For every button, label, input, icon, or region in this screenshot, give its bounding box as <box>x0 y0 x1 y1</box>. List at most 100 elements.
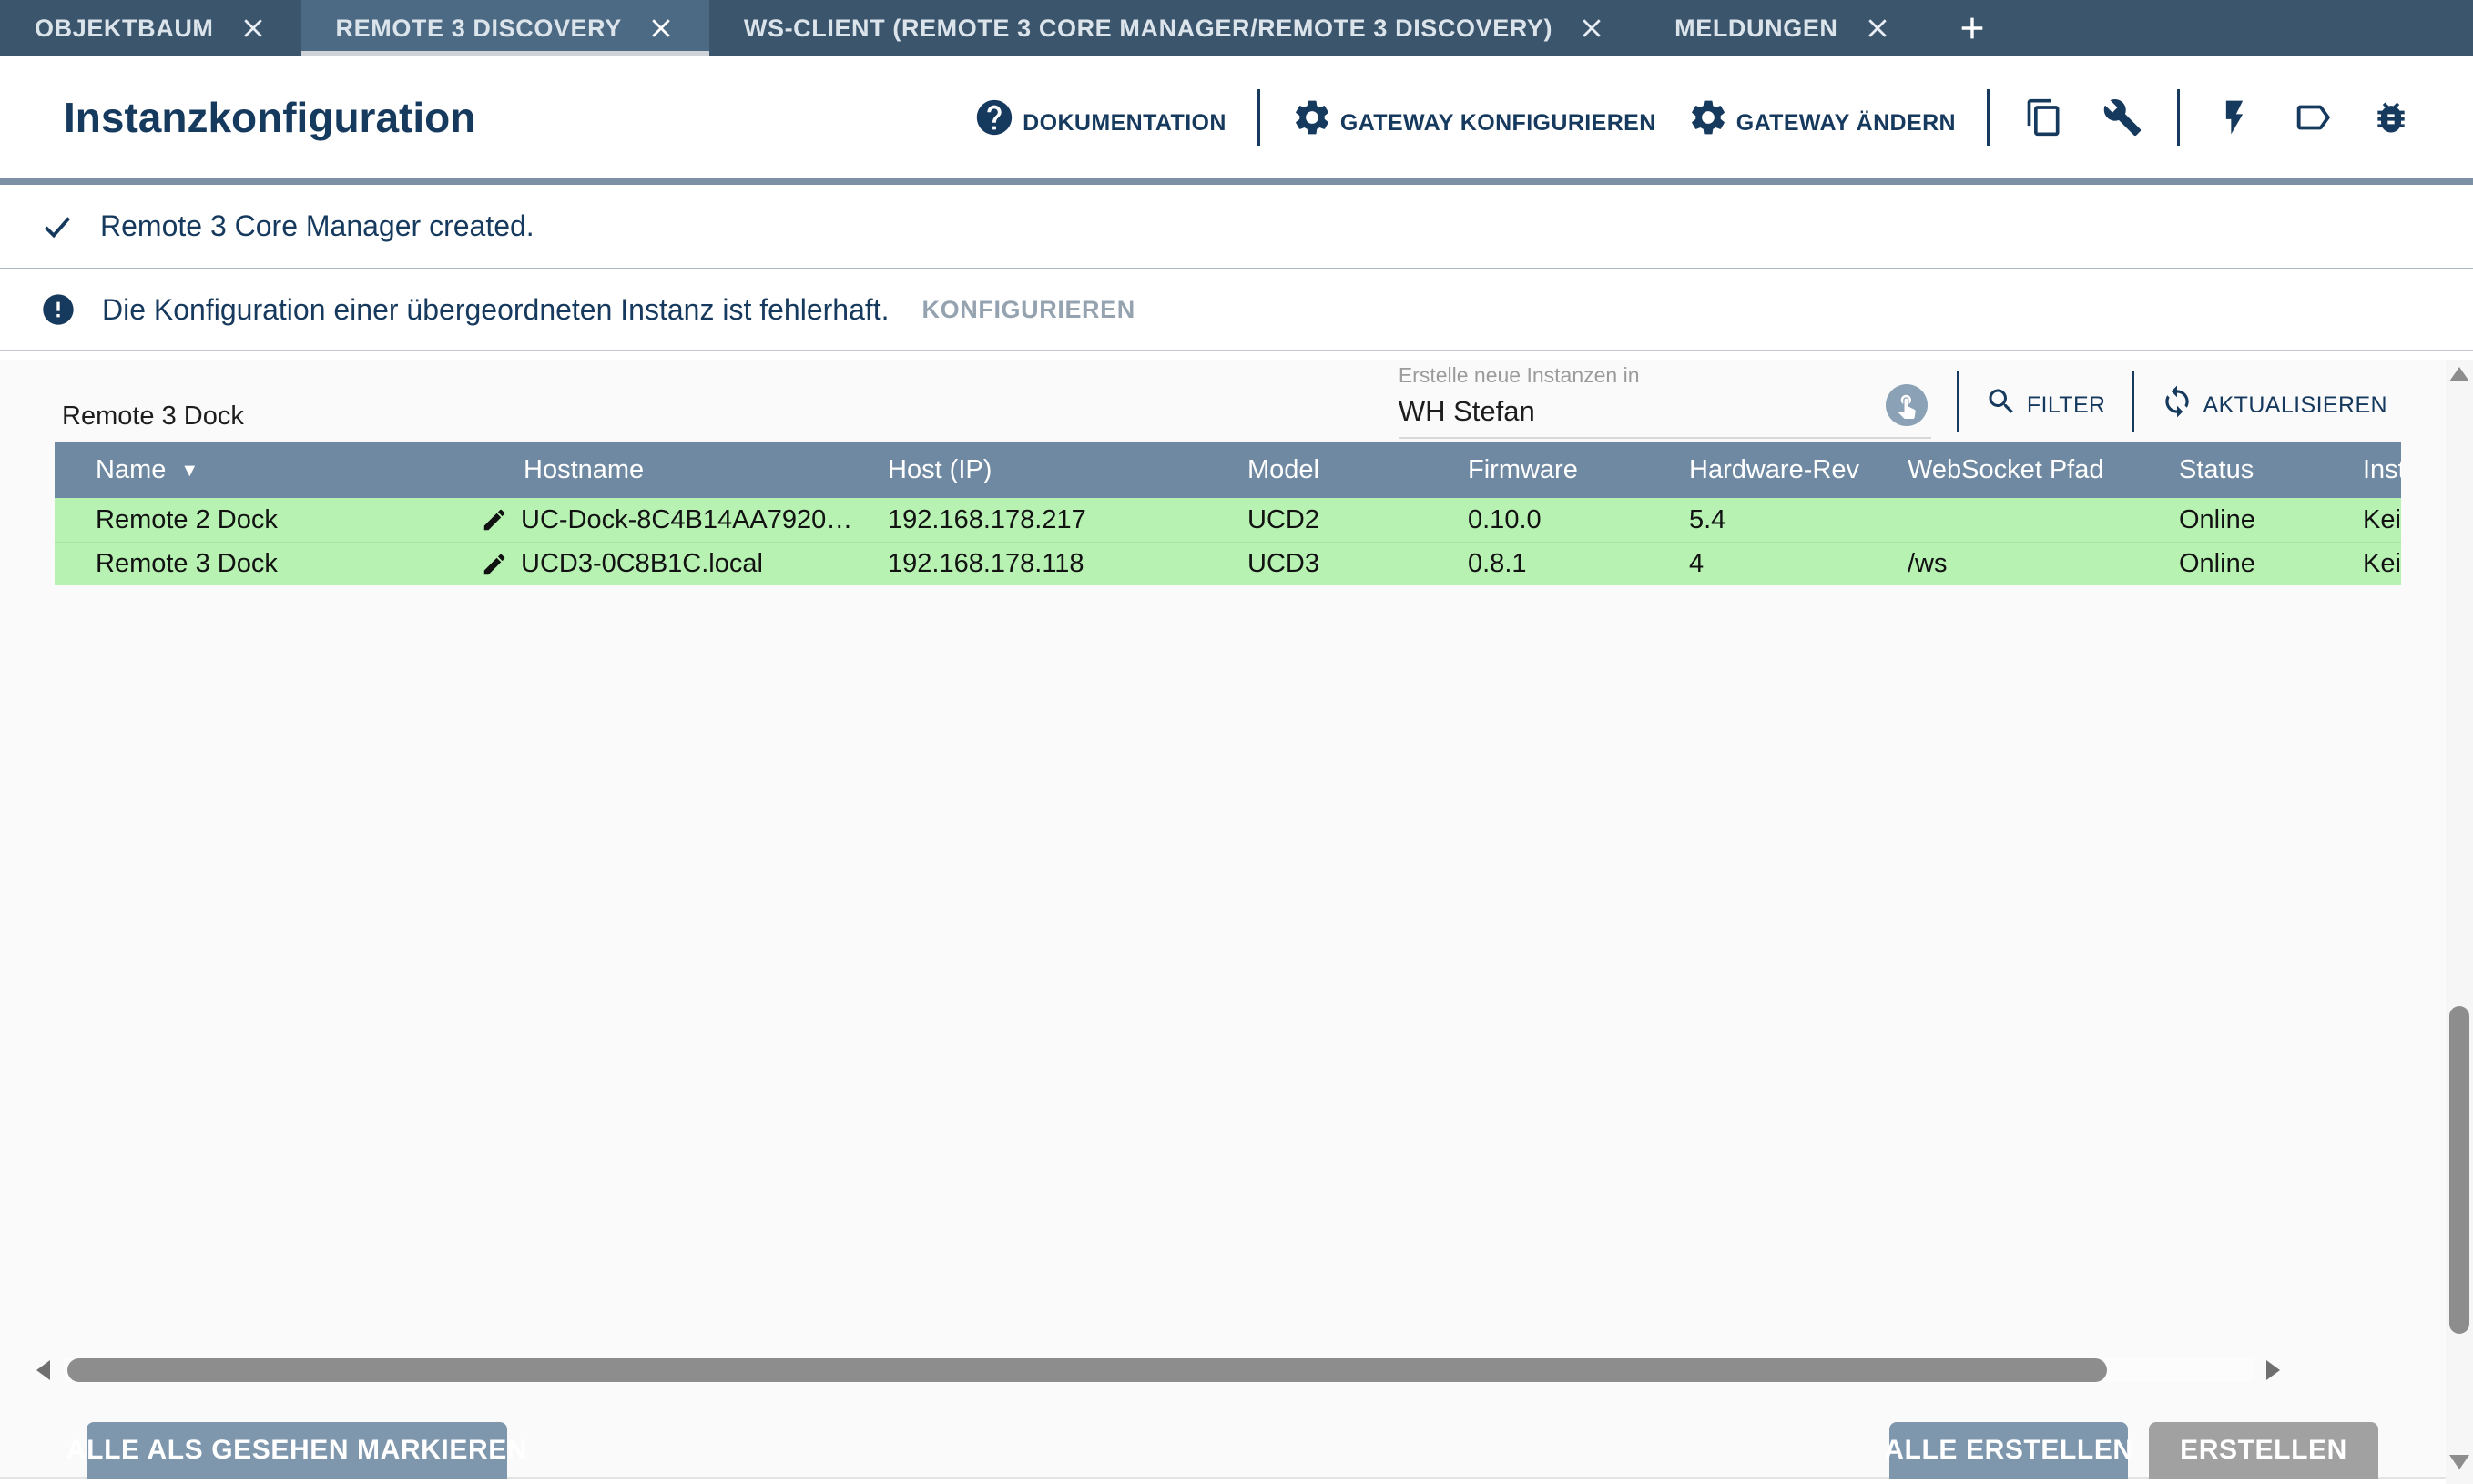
wrench-icon <box>2102 97 2142 137</box>
toolbar-divider <box>2177 89 2180 146</box>
tools-button[interactable] <box>2099 94 2146 141</box>
cell-instanz: Kein <box>2363 504 2401 534</box>
create-all-button[interactable]: ALLE ERSTELLEN <box>1884 1422 2132 1479</box>
search-icon <box>1985 385 2018 418</box>
cell-instanz: Kein <box>2363 549 2401 578</box>
filter-label: FILTER <box>2026 392 2106 418</box>
notification-text: Remote 3 Core Manager created. <box>100 209 534 242</box>
cell-name: Remote 2 Dock <box>96 504 278 534</box>
notification-warning[interactable]: Die Konfiguration einer übergeordneten I… <box>0 269 2473 351</box>
actions-button[interactable] <box>2211 94 2258 141</box>
table-header-row: Name ▼ Hostname Host (IP) Model Firmware … <box>55 442 2401 498</box>
gear-icon <box>1687 97 1729 138</box>
horizontal-scrollbar-thumb[interactable] <box>67 1358 2107 1382</box>
cell-hostname: UCD3-0C8B1C.local <box>481 549 888 579</box>
aktualisieren-button[interactable]: AKTUALISIEREN <box>2160 384 2387 419</box>
controls-divider <box>2131 371 2134 432</box>
vertical-scrollbar-thumb[interactable] <box>2449 1006 2469 1334</box>
column-header-instanz[interactable]: Inst <box>2363 454 2401 484</box>
table-row[interactable]: Remote 3 Dock UCD3-0C8B1C.local 192.168.… <box>55 542 2401 585</box>
cell-name: Remote 3 Dock <box>96 549 278 578</box>
toolbar-divider <box>1257 89 1260 146</box>
gateway-konfigurieren-label: GATEWAY KONFIGURIEREN <box>1339 109 1656 136</box>
column-header-status[interactable]: Status <box>2179 454 2254 484</box>
main-panel: Erstelle neue Instanzen in WH Stefan FIL… <box>0 360 2473 1484</box>
gateway-aendern-button[interactable]: GATEWAY ÄNDERN <box>1687 97 1956 138</box>
dokumentation-label: DOKUMENTATION <box>1023 109 1226 136</box>
cell-websocket-pfad: /ws <box>1908 549 1948 578</box>
mark-all-seen-button[interactable]: ALLE ALS GESEHEN MARKIEREN <box>66 1422 527 1479</box>
filter-button[interactable]: FILTER <box>1985 385 2106 418</box>
controls-divider <box>1956 371 1959 432</box>
page-header: Instanzkonfiguration DOKUMENTATION GATEW… <box>0 56 2473 185</box>
notification-text: Die Konfiguration einer übergeordneten I… <box>102 292 890 326</box>
edit-pencil-icon[interactable] <box>481 551 508 578</box>
column-header-firmware[interactable]: Firmware <box>1468 454 1578 484</box>
column-header-hostname[interactable]: Hostname <box>524 454 645 484</box>
konfigurieren-link[interactable]: KONFIGURIEREN <box>921 295 1135 323</box>
scroll-right-arrow-icon[interactable] <box>2266 1360 2280 1380</box>
tab-ws-client[interactable]: WS-CLIENT (REMOTE 3 CORE MANAGER/REMOTE … <box>709 0 1640 56</box>
scroll-down-arrow-icon[interactable] <box>2449 1455 2469 1469</box>
tab-objektbaum[interactable]: OBJEKTBAUM <box>0 0 301 56</box>
column-header-host-ip[interactable]: Host (IP) <box>888 454 992 484</box>
gear-icon <box>1291 97 1333 138</box>
instances-table: Name ▼ Hostname Host (IP) Model Firmware … <box>55 442 2401 585</box>
scroll-up-arrow-icon[interactable] <box>2449 367 2469 381</box>
error-icon <box>40 291 76 328</box>
column-header-name[interactable]: Name ▼ <box>96 454 199 484</box>
copy-button[interactable] <box>2020 94 2068 141</box>
tab-label: OBJEKTBAUM <box>35 14 214 42</box>
vertical-scrollbar[interactable] <box>2446 360 2473 1484</box>
target-picker-button[interactable] <box>1885 384 1928 426</box>
tab-label: MELDUNGEN <box>1674 14 1838 42</box>
cell-host-ip: 192.168.178.118 <box>888 549 1084 578</box>
aktualisieren-label: AKTUALISIEREN <box>2203 392 2387 418</box>
help-circle-icon <box>973 97 1015 138</box>
gateway-konfigurieren-button[interactable]: GATEWAY KONFIGURIEREN <box>1291 97 1656 138</box>
cell-host-ip: 192.168.178.217 <box>888 504 1086 534</box>
cell-model: UCD3 <box>1247 549 1319 578</box>
bolt-icon <box>2214 97 2254 137</box>
toolbar-divider <box>1987 89 1990 146</box>
cell-hostname: UC-Dock-8C4B14AA7920… <box>481 505 888 535</box>
table-row[interactable]: Remote 2 Dock UC-Dock-8C4B14AA7920… 192.… <box>55 498 2401 542</box>
tab-bar: OBJEKTBAUM REMOTE 3 DISCOVERY WS-CLIENT … <box>0 0 2473 56</box>
refresh-icon <box>2160 384 2194 419</box>
notification-success[interactable]: Remote 3 Core Manager created. <box>0 185 2473 269</box>
dokumentation-button[interactable]: DOKUMENTATION <box>973 97 1226 138</box>
label-button[interactable] <box>2289 94 2336 141</box>
gateway-aendern-label: GATEWAY ÄNDERN <box>1735 109 1956 136</box>
close-icon[interactable] <box>239 15 267 42</box>
create-in-value[interactable]: WH Stefan <box>1398 395 1535 427</box>
cell-firmware: 0.10.0 <box>1468 504 1542 534</box>
touch-pointer-icon <box>1893 391 1920 419</box>
header-toolbar: DOKUMENTATION GATEWAY KONFIGURIEREN GATE… <box>973 89 2415 146</box>
tab-label: REMOTE 3 DISCOVERY <box>335 14 622 42</box>
horizontal-scrollbar[interactable] <box>36 1355 2285 1386</box>
footer-divider <box>0 1477 2473 1479</box>
cell-status: Online <box>2179 504 2255 534</box>
close-icon[interactable] <box>1578 15 1605 42</box>
create-in-field[interactable]: Erstelle neue Instanzen in WH Stefan <box>1398 363 1931 439</box>
bug-icon <box>2371 97 2411 137</box>
debug-button[interactable] <box>2367 94 2415 141</box>
tab-meldungen[interactable]: MELDUNGEN <box>1640 0 1925 56</box>
cell-hardware-rev: 5.4 <box>1689 504 1726 534</box>
column-header-websocket-pfad[interactable]: WebSocket Pfad <box>1908 454 2104 484</box>
close-icon[interactable] <box>1864 15 1891 42</box>
plus-icon <box>1957 13 1988 44</box>
scroll-left-arrow-icon[interactable] <box>36 1360 50 1380</box>
tab-remote-3-discovery[interactable]: REMOTE 3 DISCOVERY <box>300 0 710 56</box>
section-label: Remote 3 Dock <box>62 401 244 431</box>
add-tab-button[interactable] <box>1926 0 2019 56</box>
cell-model: UCD2 <box>1247 504 1319 534</box>
edit-pencil-icon[interactable] <box>481 506 508 534</box>
close-icon[interactable] <box>647 15 675 42</box>
cell-status: Online <box>2179 549 2255 578</box>
cell-firmware: 0.8.1 <box>1468 549 1527 578</box>
column-header-hardware-rev[interactable]: Hardware-Rev <box>1689 454 1859 484</box>
tab-label: WS-CLIENT (REMOTE 3 CORE MANAGER/REMOTE … <box>743 14 1553 42</box>
column-header-model[interactable]: Model <box>1247 454 1319 484</box>
create-button[interactable]: ERSTELLEN <box>2149 1422 2378 1479</box>
